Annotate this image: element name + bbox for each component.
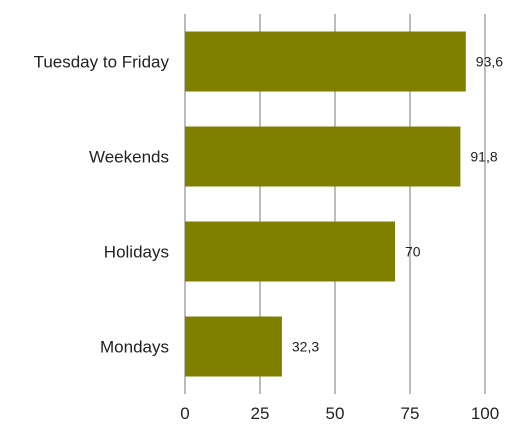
category-label: Mondays xyxy=(100,338,169,357)
bars xyxy=(185,31,466,377)
x-tick-label: 0 xyxy=(180,404,189,423)
x-tick-label: 100 xyxy=(471,404,499,423)
x-tick-label: 50 xyxy=(326,404,345,423)
data-label: 91,8 xyxy=(470,149,497,165)
x-tick-label: 75 xyxy=(401,404,420,423)
category-label: Weekends xyxy=(89,148,169,167)
data-label: 70 xyxy=(405,244,421,260)
data-label: 32,3 xyxy=(292,339,319,355)
category-label: Holidays xyxy=(104,243,169,262)
bar xyxy=(185,221,395,282)
data-label: 93,6 xyxy=(476,54,503,70)
labels: 0 25 50 75 100 Tuesday to Friday 93,6 Weekends 9… xyxy=(34,53,504,424)
bar xyxy=(185,126,461,187)
bar xyxy=(185,316,282,377)
bar xyxy=(185,31,466,92)
x-tick-label: 25 xyxy=(251,404,270,423)
category-label: Tuesday to Friday xyxy=(34,53,170,72)
